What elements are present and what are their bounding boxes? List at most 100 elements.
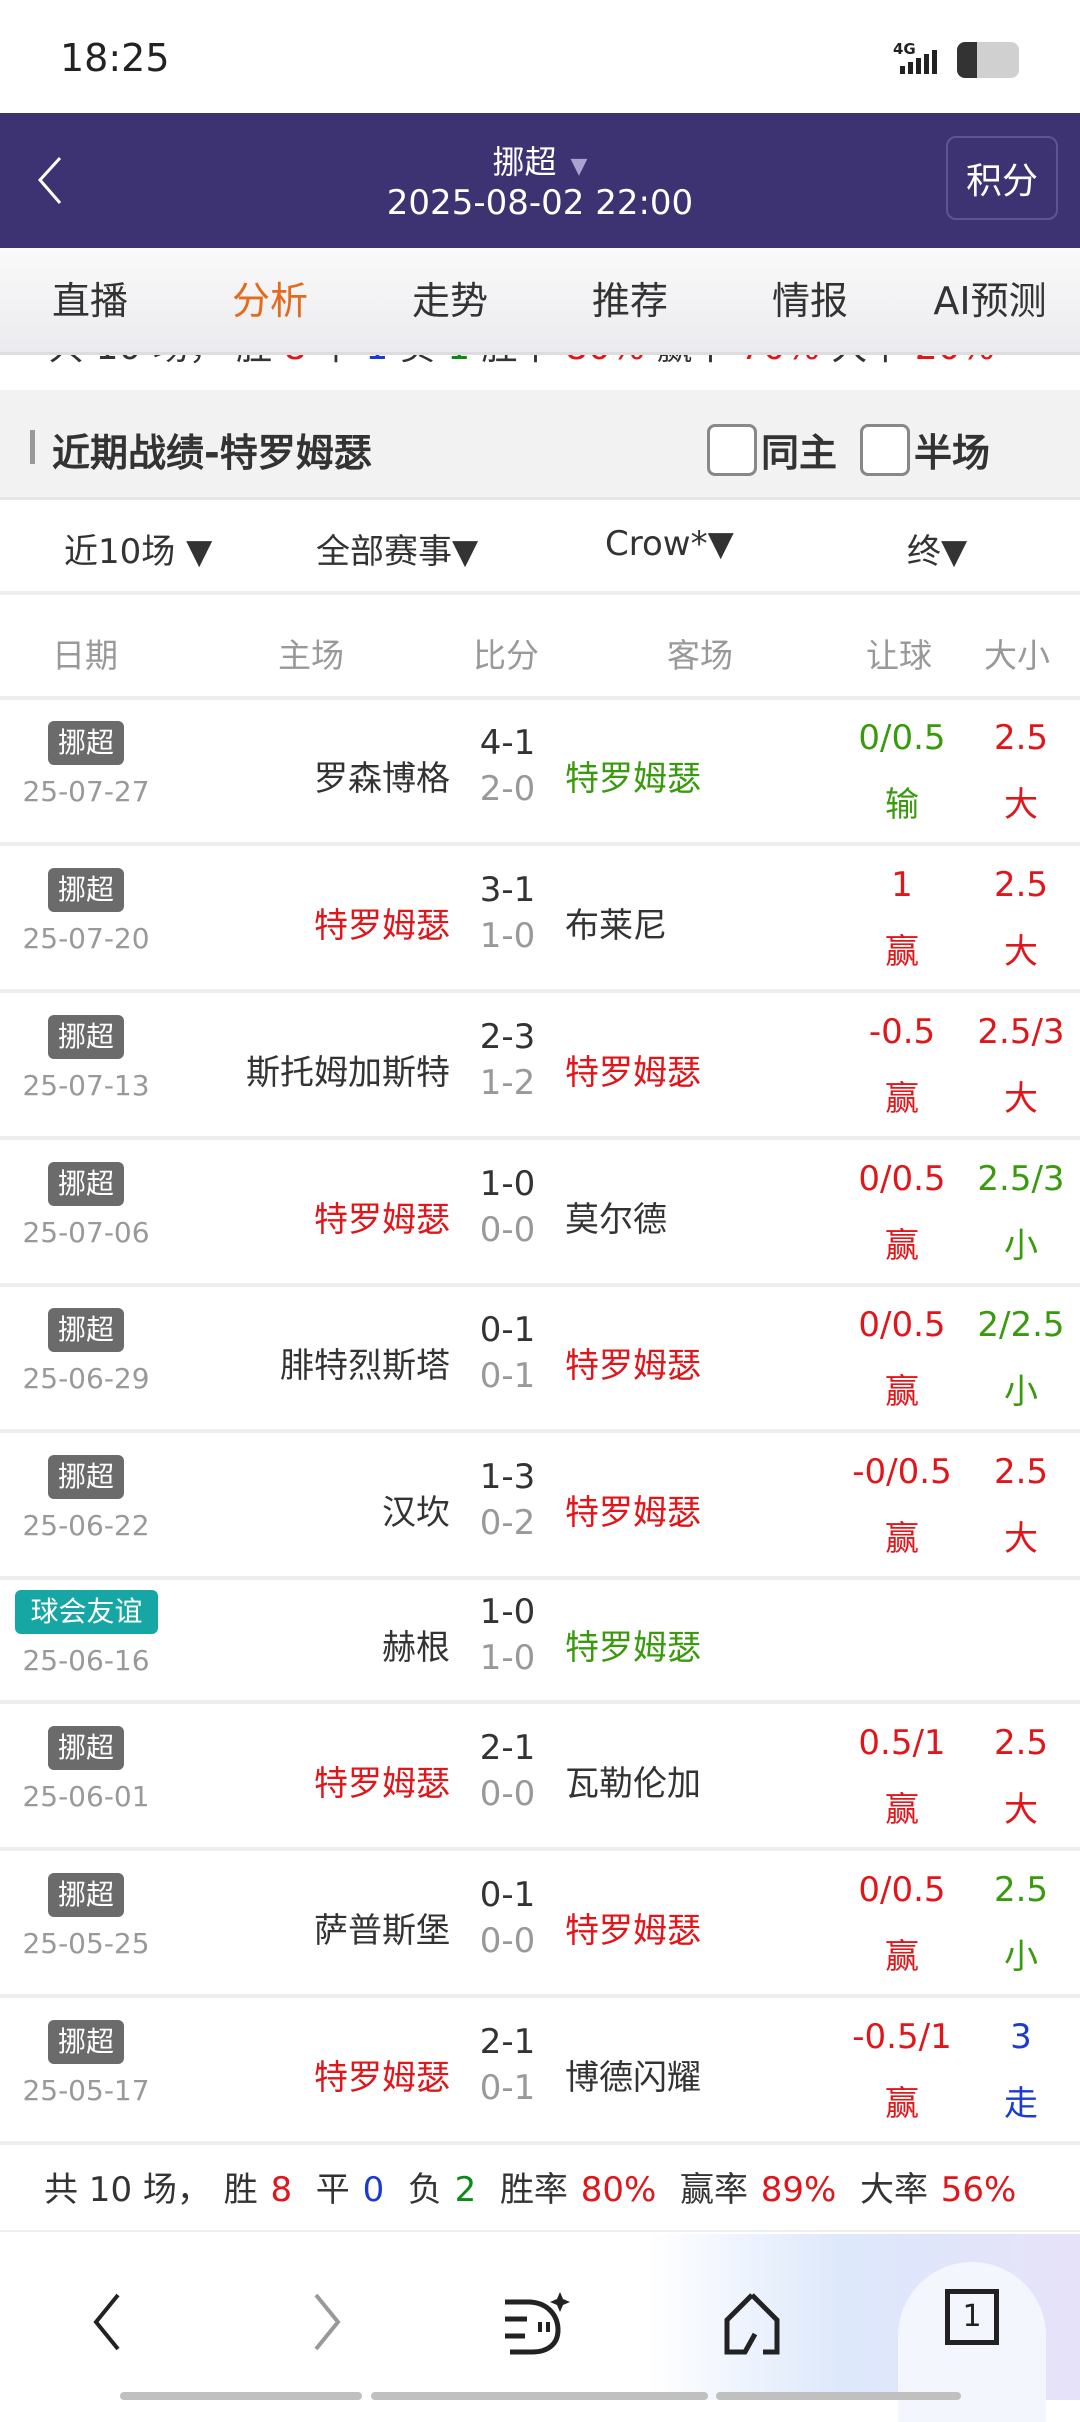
match-row[interactable]: 挪超 25-07-13 斯托姆加斯特 2-3 1-2 特罗姆瑟 -0.5 赢 2… [0,993,1080,1140]
away-team[interactable]: 莫尔德 [565,1199,667,1240]
ai-assistant-icon[interactable] [500,2292,580,2356]
match-row[interactable]: 挪超 25-07-27 罗森博格 4-1 2-0 特罗姆瑟 0/0.5 输 2.… [0,700,1080,846]
status-bar: 18:25 4G [0,0,1080,113]
home-team[interactable]: 腓特烈斯塔 [280,1346,450,1386]
away-team[interactable]: 特罗姆瑟 [565,1052,701,1093]
match-row[interactable]: 挪超 25-06-22 汉坎 1-3 0-2 特罗姆瑟 -0/0.5 赢 2.5… [0,1433,1080,1580]
handicap-line: 0/0.5 [858,1305,946,1345]
section-title: 近期战绩-特罗姆瑟 [52,431,372,475]
back-nav-icon[interactable] [86,2292,126,2352]
back-icon[interactable] [30,153,70,208]
handicap-line: 1 [891,864,913,905]
section-marker [30,430,35,464]
match-date: 25-06-29 [22,1362,150,1395]
match-date: 25-05-17 [22,2073,150,2107]
col-away: 客场 [667,636,733,675]
tab-live[interactable]: 直播 [51,279,128,323]
half-time-score: 1-0 [479,915,536,956]
away-team[interactable]: 特罗姆瑟 [565,759,701,799]
away-team[interactable]: 特罗姆瑟 [565,1628,701,1668]
same-home-checkbox[interactable]: 同主 [707,422,837,477]
col-over-under: 大小 [984,636,1050,675]
over-under-line: 2.5 [993,1869,1049,1910]
league-badge: 球会友谊 [15,1590,158,1634]
full-time-score: 2-1 [479,1727,536,1768]
away-team[interactable]: 布莱尼 [565,905,667,946]
full-time-score: 4-1 [479,723,536,763]
tab-recommend[interactable]: 推荐 [591,279,668,323]
match-row[interactable]: 挪超 25-06-29 腓特烈斯塔 0-1 0-1 特罗姆瑟 0/0.5 赢 2… [0,1287,1080,1433]
col-home: 主场 [278,636,344,675]
home-team[interactable]: 特罗姆瑟 [314,2057,450,2098]
away-team[interactable]: 特罗姆瑟 [565,1346,701,1386]
match-datetime: 2025-08-02 22:00 [386,183,694,223]
tab-intel[interactable]: 情报 [771,279,848,323]
match-date: 25-06-16 [22,1644,150,1677]
full-time-score: 1-3 [479,1456,536,1497]
over-under-result: 大 [1004,931,1038,972]
match-row[interactable]: 挪超 25-05-25 萨普斯堡 0-1 0-0 特罗姆瑟 0/0.5 赢 2.… [0,1851,1080,1998]
tab-ai-prediction[interactable]: AI预测 [933,279,1047,323]
half-time-score: 0-0 [479,1920,536,1961]
competition-filter[interactable]: 全部赛事▼ [316,532,479,572]
phase-filter[interactable]: 终▼ [907,532,968,572]
away-team[interactable]: 特罗姆瑟 [565,1492,701,1533]
league-selector[interactable]: 挪超 ▼ [0,137,1080,183]
home-team[interactable]: 赫根 [382,1628,450,1668]
home-team[interactable]: 特罗姆瑟 [314,905,450,946]
company-filter[interactable]: Crow*▼ [605,524,734,564]
half-time-score: 0-1 [479,2067,536,2108]
network-type: 4G [893,40,916,58]
browser-bottom-nav: 1 [0,2234,1080,2422]
standings-button[interactable]: 积分 [946,136,1058,220]
signal-icon [900,50,937,74]
dropdown-icon: ▼ [570,154,588,179]
match-header: 挪超 ▼ 2025-08-02 22:00 积分 [0,113,1080,248]
match-row[interactable]: 挪超 25-06-01 特罗姆瑟 2-1 0-0 瓦勒伦加 0.5/1 赢 2.… [0,1704,1080,1851]
league-badge: 挪超 [48,1161,124,1206]
over-under-line: 2.5 [993,1722,1049,1763]
home-team[interactable]: 斯托姆加斯特 [246,1052,450,1093]
home-team[interactable]: 特罗姆瑟 [314,1763,450,1804]
over-under-result: 小 [1004,1372,1038,1412]
over-under-line: 2.5/3 [977,1011,1065,1052]
handicap-result: 赢 [885,1936,919,1977]
half-time-checkbox[interactable]: 半场 [860,422,990,477]
handicap-line: -0.5 [868,1011,936,1052]
forward-nav-icon[interactable] [308,2292,348,2352]
match-row[interactable]: 球会友谊 25-06-16 赫根 1-0 1-0 特罗姆瑟 [0,1580,1080,1704]
home-team[interactable]: 汉坎 [382,1492,450,1533]
over-under-line: 2.5 [993,864,1049,905]
match-row[interactable]: 挪超 25-05-17 特罗姆瑟 2-1 0-1 博德闪耀 -0.5/1 赢 3… [0,1998,1080,2145]
tabs-count-button[interactable]: 1 [945,2289,999,2345]
match-date: 25-07-06 [22,1215,150,1249]
record-summary: 共 10 场， 胜 8 平 0 负 2 胜率 80% 赢率 89% 大率 56% [0,2149,1080,2232]
handicap-line: -0.5/1 [852,2016,952,2057]
match-row[interactable]: 挪超 25-07-06 特罗姆瑟 1-0 0-0 莫尔德 0/0.5 赢 2.5… [0,1140,1080,1287]
gesture-bar [371,2392,708,2400]
tab-trend[interactable]: 走势 [411,279,488,323]
half-time-score: 1-2 [479,1062,536,1103]
over-under-line: 2.5 [993,718,1049,758]
over-under-result: 大 [1004,785,1038,825]
full-time-score: 0-1 [479,1874,536,1915]
away-team[interactable]: 博德闪耀 [565,2057,701,2098]
match-row[interactable]: 挪超 25-07-20 特罗姆瑟 3-1 1-0 布莱尼 1 赢 2.5 大 [0,846,1080,993]
range-filter[interactable]: 近10场 ▼ [64,532,213,572]
gesture-bar [716,2392,961,2400]
handicap-result: 赢 [885,1225,919,1266]
tab-analysis[interactable]: 分析 [231,279,308,323]
full-time-score: 1-0 [479,1163,536,1204]
match-date: 25-07-20 [22,921,150,955]
away-team[interactable]: 瓦勒伦加 [565,1763,701,1804]
section-header: 近期战绩-特罗姆瑟 同主 半场 [0,390,1080,500]
match-date: 25-06-01 [22,1779,150,1813]
home-icon[interactable] [722,2292,786,2356]
home-team[interactable]: 罗森博格 [314,759,450,799]
away-team[interactable]: 特罗姆瑟 [565,1910,701,1951]
battery-icon [957,42,1019,78]
col-score: 比分 [473,636,539,675]
league-badge: 挪超 [48,2019,124,2064]
home-team[interactable]: 特罗姆瑟 [314,1199,450,1240]
home-team[interactable]: 萨普斯堡 [314,1910,450,1951]
